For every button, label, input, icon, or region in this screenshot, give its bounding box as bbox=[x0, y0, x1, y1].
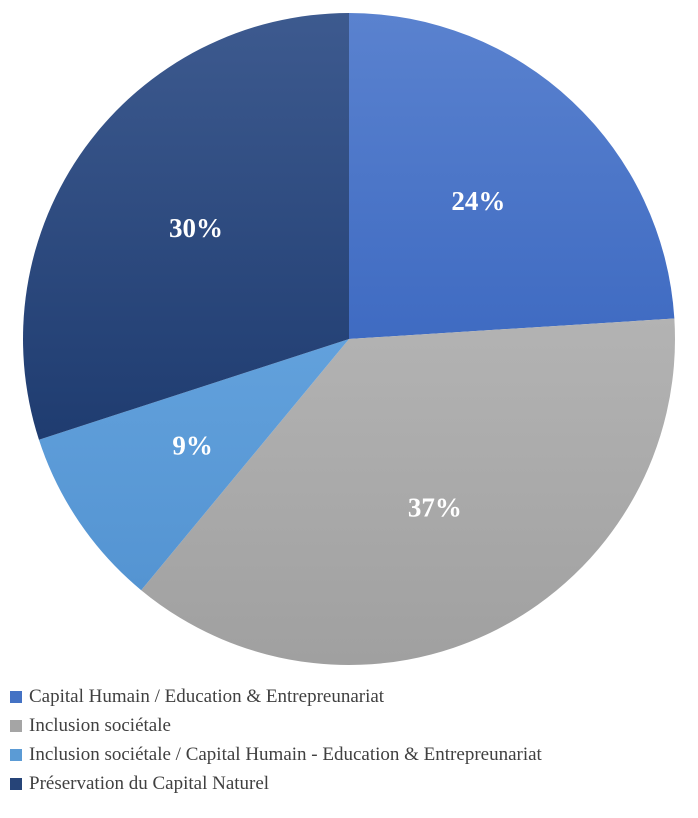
legend-label: Inclusion sociétale bbox=[29, 714, 171, 736]
legend-item: Inclusion sociétale bbox=[10, 711, 698, 740]
pie-chart: 24% 37% 9% 30% bbox=[23, 12, 676, 666]
legend-label: Capital Humain / Education & Entrepreuna… bbox=[29, 685, 385, 707]
legend-label: Préservation du Capital Naturel bbox=[29, 772, 270, 794]
pie-slice-labels: 24% 37% 9% 30% bbox=[169, 186, 505, 522]
slice-preservation-capital-naturel bbox=[23, 13, 350, 440]
legend-label: Inclusion sociétale / Capital Humain - E… bbox=[29, 743, 542, 765]
legend-swatch bbox=[10, 748, 22, 761]
legend-swatch bbox=[10, 777, 22, 790]
slice-inclusion-societale bbox=[141, 318, 676, 666]
slice-inclusion-capital-humain bbox=[38, 339, 350, 591]
pie-chart-svg: 24% 37% 9% 30% bbox=[23, 12, 676, 666]
slice-value-label: 9% bbox=[172, 430, 213, 460]
legend-item: Préservation du Capital Naturel bbox=[10, 769, 698, 798]
legend-item: Inclusion sociétale / Capital Humain - E… bbox=[10, 740, 698, 769]
legend-item: Capital Humain / Education & Entrepreuna… bbox=[10, 682, 698, 711]
legend-swatch bbox=[10, 690, 22, 703]
slice-capital-humain bbox=[349, 12, 675, 339]
slice-value-label: 24% bbox=[451, 186, 505, 216]
slice-value-label: 37% bbox=[408, 492, 462, 522]
pie-slices bbox=[23, 12, 676, 666]
legend: Capital Humain / Education & Entrepreuna… bbox=[10, 682, 698, 798]
legend-swatch bbox=[10, 719, 22, 732]
slice-value-label: 30% bbox=[169, 213, 223, 243]
